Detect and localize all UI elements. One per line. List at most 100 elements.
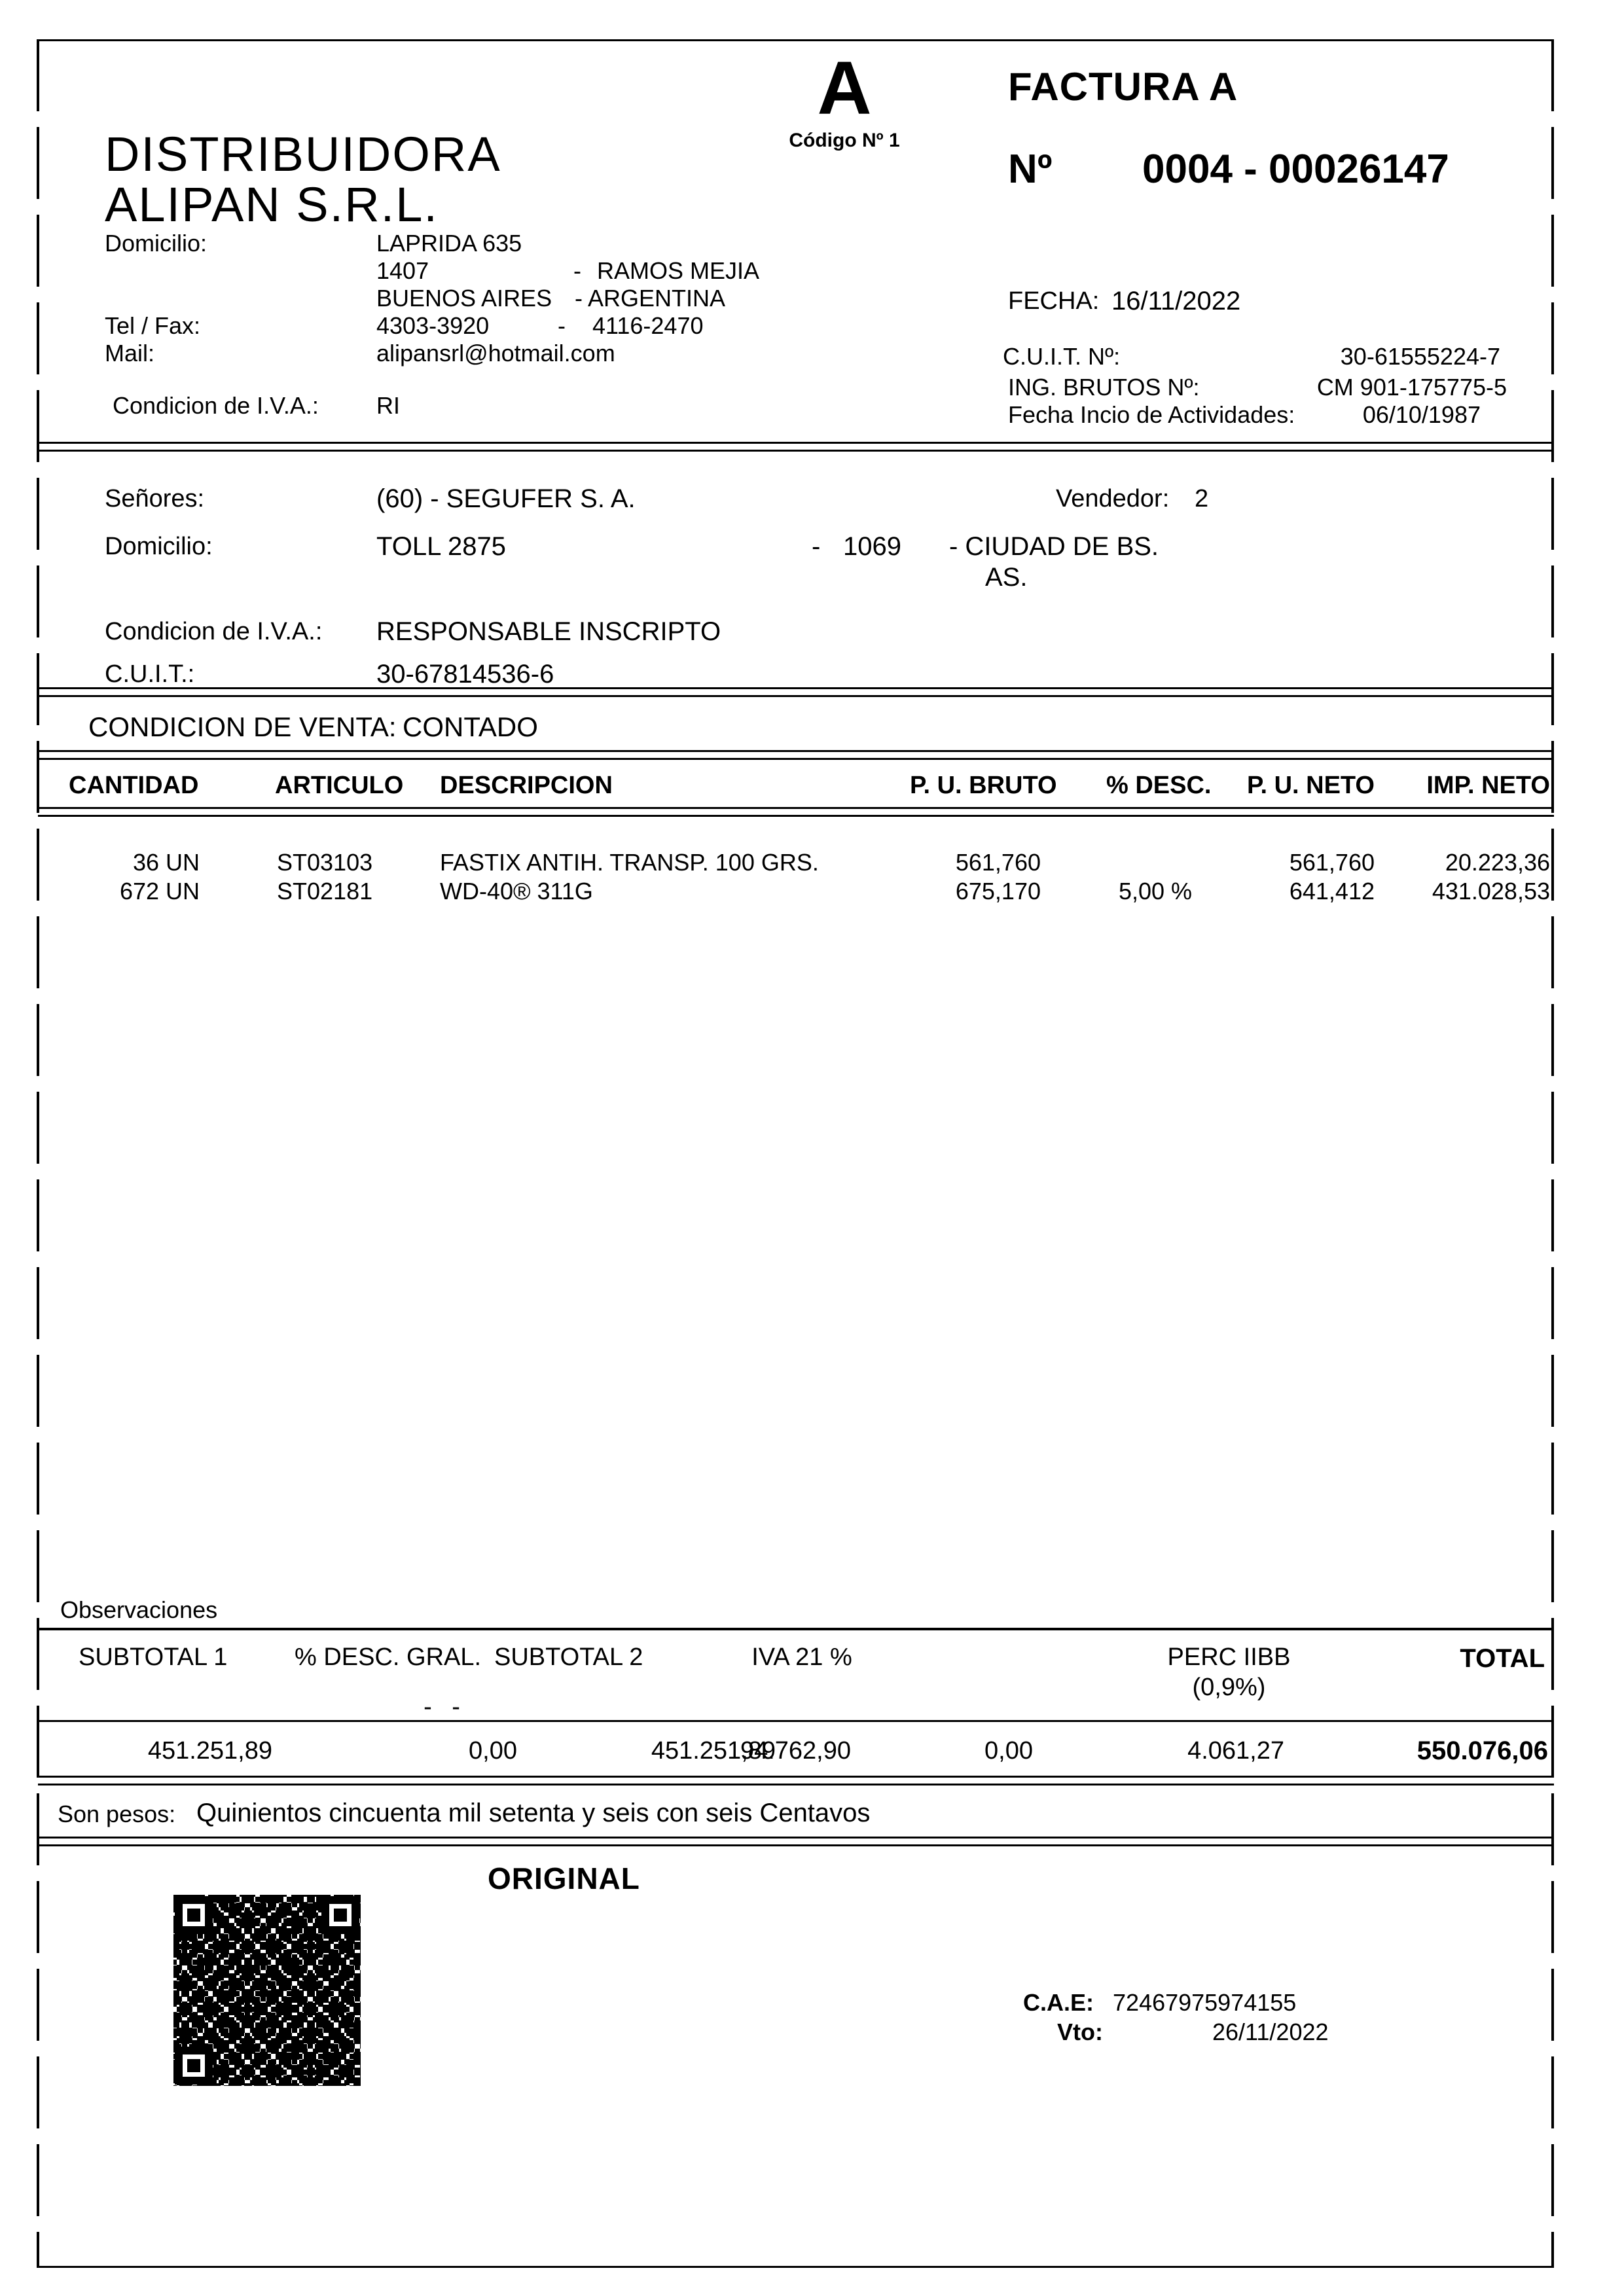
totals-value-subtotal1: 451.251,89 xyxy=(147,1737,272,1765)
totals-header-subtotal2: SUBTOTAL 2 xyxy=(494,1643,643,1671)
qr-finder-top-left xyxy=(175,1896,213,1934)
seller-iva-label: Condicion de I.V.A.: xyxy=(113,392,319,419)
customer-city-line2: AS. xyxy=(985,563,1028,592)
invoice-number-label: Nº xyxy=(1008,147,1053,192)
frame-bottom-line xyxy=(38,2266,1554,2268)
item-imp-neto: 431.028,53 xyxy=(1432,878,1550,905)
qr-finder-bottom-left xyxy=(175,2047,213,2085)
item-code: ST02181 xyxy=(277,878,373,905)
frame-top-line xyxy=(38,39,1554,41)
totals-header-iva: IVA 21 % xyxy=(751,1643,852,1671)
totals-value-total: 550.076,06 xyxy=(1416,1736,1548,1765)
seller-mail: alipansrl@hotmail.com xyxy=(376,340,615,367)
amount-words-label: Son pesos: xyxy=(58,1801,176,1827)
customer-box-bottom-line xyxy=(38,687,1554,697)
seller-mail-label: Mail: xyxy=(105,340,155,367)
item-description: FASTIX ANTIH. TRANSP. 100 GRS. xyxy=(440,849,819,876)
customer-name-label: Señores: xyxy=(105,485,205,512)
col-header-pu-bruto: P. U. BRUTO xyxy=(910,772,1057,799)
sale-box-bottom-line xyxy=(38,750,1554,760)
seller-fax: 4116-2470 xyxy=(592,312,704,339)
totals-header-total: TOTAL xyxy=(1460,1644,1545,1673)
items-header-bottom-line xyxy=(38,807,1554,817)
copy-type-label: ORIGINAL xyxy=(488,1861,640,1895)
frame-left-dashed-line xyxy=(37,39,39,2268)
col-header-pu-neto: P. U. NETO xyxy=(1247,772,1375,799)
seller-tel: 4303-3920 xyxy=(376,312,490,339)
customer-cuit-label: C.U.I.T.: xyxy=(105,660,195,688)
invoice-number-value: 0004 - 00026147 xyxy=(1142,147,1449,192)
col-header-descripcion: DESCRIPCION xyxy=(440,772,613,799)
seller-address-country: - ARGENTINA xyxy=(575,285,726,312)
item-pu-neto: 561,760 xyxy=(1289,849,1375,876)
qr-code xyxy=(173,1895,361,2086)
invoice-letter-code-caption: Código Nº 1 xyxy=(789,130,900,151)
qr-finder-top-right xyxy=(321,1896,359,1934)
totals-desc-gral-dashes: - - xyxy=(424,1693,467,1721)
item-pu-bruto: 675,170 xyxy=(955,878,1041,905)
item-pu-neto: 641,412 xyxy=(1289,878,1375,905)
salesman-value: 2 xyxy=(1195,485,1209,512)
customer-zip: 1069 xyxy=(843,532,901,561)
item-desc-pct: 5,00 % xyxy=(1118,878,1193,905)
totals-value-iva: 94.762,90 xyxy=(740,1737,851,1765)
seller-cuit-label: C.U.I.T. Nº: xyxy=(1003,343,1121,370)
col-header-cantidad: CANTIDAD xyxy=(69,772,199,799)
totals-value-desc-gral: 0,00 xyxy=(469,1737,517,1765)
sale-condition-label: CONDICION DE VENTA: xyxy=(88,711,397,742)
seller-address-zip: 1407 xyxy=(376,257,429,284)
amount-words-bottom-line xyxy=(38,1837,1554,1846)
seller-name-line2: ALIPAN S.R.L. xyxy=(105,177,439,232)
totals-value-perc-extra: 0,00 xyxy=(984,1737,1033,1765)
seller-zip-city-separator: - xyxy=(573,257,581,284)
seller-address-province: BUENOS AIRES xyxy=(376,285,552,312)
item-qty: 36 UN xyxy=(132,849,200,876)
totals-header-subtotal1: SUBTOTAL 1 xyxy=(79,1643,228,1671)
invoice-letter: A xyxy=(817,46,872,130)
header-box-bottom-line xyxy=(38,442,1554,452)
totals-box-middle-line xyxy=(38,1720,1554,1722)
amount-words-text: Quinientos cincuenta mil setenta y seis … xyxy=(196,1799,871,1827)
seller-address-label: Domicilio: xyxy=(105,230,208,257)
item-code: ST03103 xyxy=(277,849,373,876)
col-header-desc-pct: % DESC. xyxy=(1106,772,1212,799)
item-imp-neto: 20.223,36 xyxy=(1445,849,1550,876)
totals-box-bottom-line xyxy=(38,1776,1554,1785)
seller-name-line1: DISTRIBUIDORA xyxy=(105,127,501,181)
item-qty: 672 UN xyxy=(119,878,200,905)
sale-condition-value: CONTADO xyxy=(403,711,538,742)
customer-address-street: TOLL 2875 xyxy=(376,532,506,561)
customer-iva-value: RESPONSABLE INSCRIPTO xyxy=(376,617,721,646)
cae-label: C.A.E: xyxy=(1023,1989,1094,2016)
customer-street-zip-separator: - xyxy=(812,532,821,561)
seller-iibb-value: CM 901-175775-5 xyxy=(1316,374,1507,401)
col-header-imp-neto: IMP. NETO xyxy=(1426,772,1550,799)
totals-header-perc-iibb: PERC IIBB xyxy=(1167,1643,1291,1671)
seller-tel-fax-separator: - xyxy=(558,312,566,339)
item-description: WD-40® 311G xyxy=(440,878,593,905)
item-pu-bruto: 561,760 xyxy=(955,849,1041,876)
observations-label: Observaciones xyxy=(60,1596,218,1623)
cae-due-value: 26/11/2022 xyxy=(1212,2018,1329,2045)
seller-address-street: LAPRIDA 635 xyxy=(376,230,522,257)
seller-activity-start-value: 06/10/1987 xyxy=(1362,401,1481,428)
cae-value: 72467975974155 xyxy=(1113,1989,1297,2016)
totals-value-perc-iibb: 4.061,27 xyxy=(1187,1737,1284,1765)
cae-due-label: Vto: xyxy=(1057,2018,1103,2045)
customer-address-label: Domicilio: xyxy=(105,533,213,560)
totals-box-top-line xyxy=(38,1628,1554,1630)
col-header-articulo: ARTICULO xyxy=(275,772,404,799)
seller-telfax-label: Tel / Fax: xyxy=(105,312,201,339)
totals-header-desc-gral: % DESC. GRAL. xyxy=(295,1643,482,1671)
seller-cuit-value: 30-61555224-7 xyxy=(1340,343,1500,370)
seller-iibb-label: ING. BRUTOS Nº: xyxy=(1008,374,1200,401)
customer-name-value: (60) - SEGUFER S. A. xyxy=(376,484,636,513)
customer-iva-label: Condicion de I.V.A.: xyxy=(105,618,323,645)
totals-value-subtotal2: 451.251,89 xyxy=(651,1737,776,1765)
seller-address-city: RAMOS MEJIA xyxy=(597,257,760,284)
invoice-date-value: 16/11/2022 xyxy=(1111,287,1241,315)
customer-city-line1: - CIUDAD DE BS. xyxy=(949,532,1159,561)
salesman-label: Vendedor: xyxy=(1056,485,1170,512)
customer-cuit-value: 30-67814536-6 xyxy=(376,660,554,689)
